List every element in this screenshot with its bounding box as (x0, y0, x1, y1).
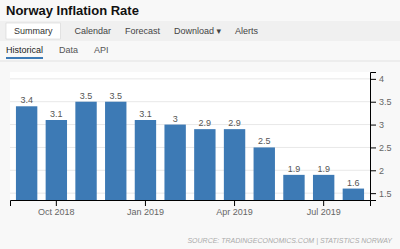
nav: Summary Calendar Forecast Download ▾ Alerts (6, 23, 259, 39)
y-tick: 1.5 (370, 189, 392, 199)
x-tick-label: Apr 2019 (216, 207, 253, 217)
bar (46, 120, 67, 200)
y-tick-label: 3.5 (379, 97, 392, 107)
data-label: 3.1 (139, 109, 152, 119)
y-tick-label: 2 (379, 166, 384, 176)
x-axis: Oct 2018 Jan 2019 Apr 2019 Jul 2019 (11, 200, 371, 217)
y-tick-label: 3 (379, 120, 384, 130)
sub-nav-item: Historical (6, 45, 43, 55)
bars (16, 102, 364, 200)
data-label: 3.1 (50, 109, 63, 119)
y-axis-line (371, 73, 377, 201)
bar (194, 129, 215, 200)
y-tick-mark (370, 79, 376, 80)
nav-item: Calendar (75, 26, 112, 36)
data-label: 3.5 (80, 91, 93, 101)
x-axis-line (11, 201, 371, 207)
nav-item: Forecast (125, 26, 161, 36)
x-tick: Oct 2018 (38, 200, 75, 217)
x-tick-label: Jan 2019 (127, 207, 164, 217)
bar (16, 106, 37, 200)
bar (283, 175, 304, 200)
y-tick-mark (370, 125, 376, 126)
data-label: 2.9 (228, 118, 241, 128)
bar (254, 147, 275, 200)
data-label: 3.4 (20, 95, 33, 105)
x-tick: Jul 2019 (307, 200, 341, 217)
y-tick-mark (370, 193, 376, 194)
bar (135, 120, 156, 200)
title: Norway Inflation Rate (6, 3, 139, 18)
data-label: 1.9 (288, 164, 301, 174)
grid-line (10, 78, 370, 79)
x-tick-mark (145, 200, 146, 206)
sub-nav-underline (6, 57, 43, 59)
y-tick-label: 2.5 (379, 143, 392, 153)
data-label: 1.6 (347, 178, 360, 188)
y-tick-label: 4 (379, 74, 384, 84)
data-label: 3 (173, 114, 178, 124)
bar (343, 189, 364, 200)
x-tick-mark (56, 200, 57, 206)
sub-nav-item: Data (59, 45, 78, 55)
x-tick-mark (323, 200, 324, 206)
sub-nav: Historical Data API (6, 45, 109, 58)
y-tick-mark (370, 102, 376, 103)
data-labels: 3.4 3.1 3.5 3.5 3.1 3 2.9 2.9 2.5 1.9 1.9 1.6 (20, 91, 359, 188)
sub-nav-item: API (94, 45, 109, 55)
bar (75, 102, 96, 200)
y-tick-label: 1.5 (379, 189, 392, 199)
bar (313, 175, 334, 200)
nav-bar (0, 21, 400, 41)
y-tick: 2.5 (370, 143, 392, 153)
data-label: 2.5 (258, 136, 271, 146)
y-axis: 1.5 2 2.5 3 3.5 4 (370, 73, 392, 201)
bar (105, 102, 126, 200)
separator (0, 61, 400, 62)
x-tick-mark (234, 200, 235, 206)
x-tick: Apr 2019 (216, 200, 253, 217)
x-tick-label: Oct 2018 (38, 207, 75, 217)
x-tick: Jan 2019 (127, 200, 164, 217)
data-label: 1.9 (317, 164, 330, 174)
y-tick: 3 (370, 120, 384, 130)
y-tick-mark (370, 147, 376, 148)
data-label: 3.5 (109, 91, 122, 101)
plot: 3.4 3.1 3.5 3.5 3.1 3 2.9 2.9 2.5 1.9 1.9 1.6 Oct 20… (10, 72, 392, 249)
nav-active-box (6, 23, 61, 39)
grid-line (10, 101, 370, 102)
chart-page: Norway Inflation Rate Summary Calendar Fore… (0, 0, 400, 249)
data-label: 2.9 (199, 118, 212, 128)
y-tick: 3.5 (370, 97, 392, 107)
bar (224, 129, 245, 200)
y-tick: 2 (370, 166, 384, 176)
x-tick-label: Jul 2019 (307, 207, 341, 217)
y-tick-mark (370, 170, 376, 171)
nav-item: Summary (14, 26, 53, 36)
nav-item: Download ▾ (174, 26, 222, 36)
source: SOURCE: TRADINGECONOMICS.COM | STATISTIC… (187, 237, 393, 245)
nav-item: Alerts (235, 26, 259, 36)
y-tick: 4 (370, 74, 384, 84)
bar (164, 125, 185, 200)
